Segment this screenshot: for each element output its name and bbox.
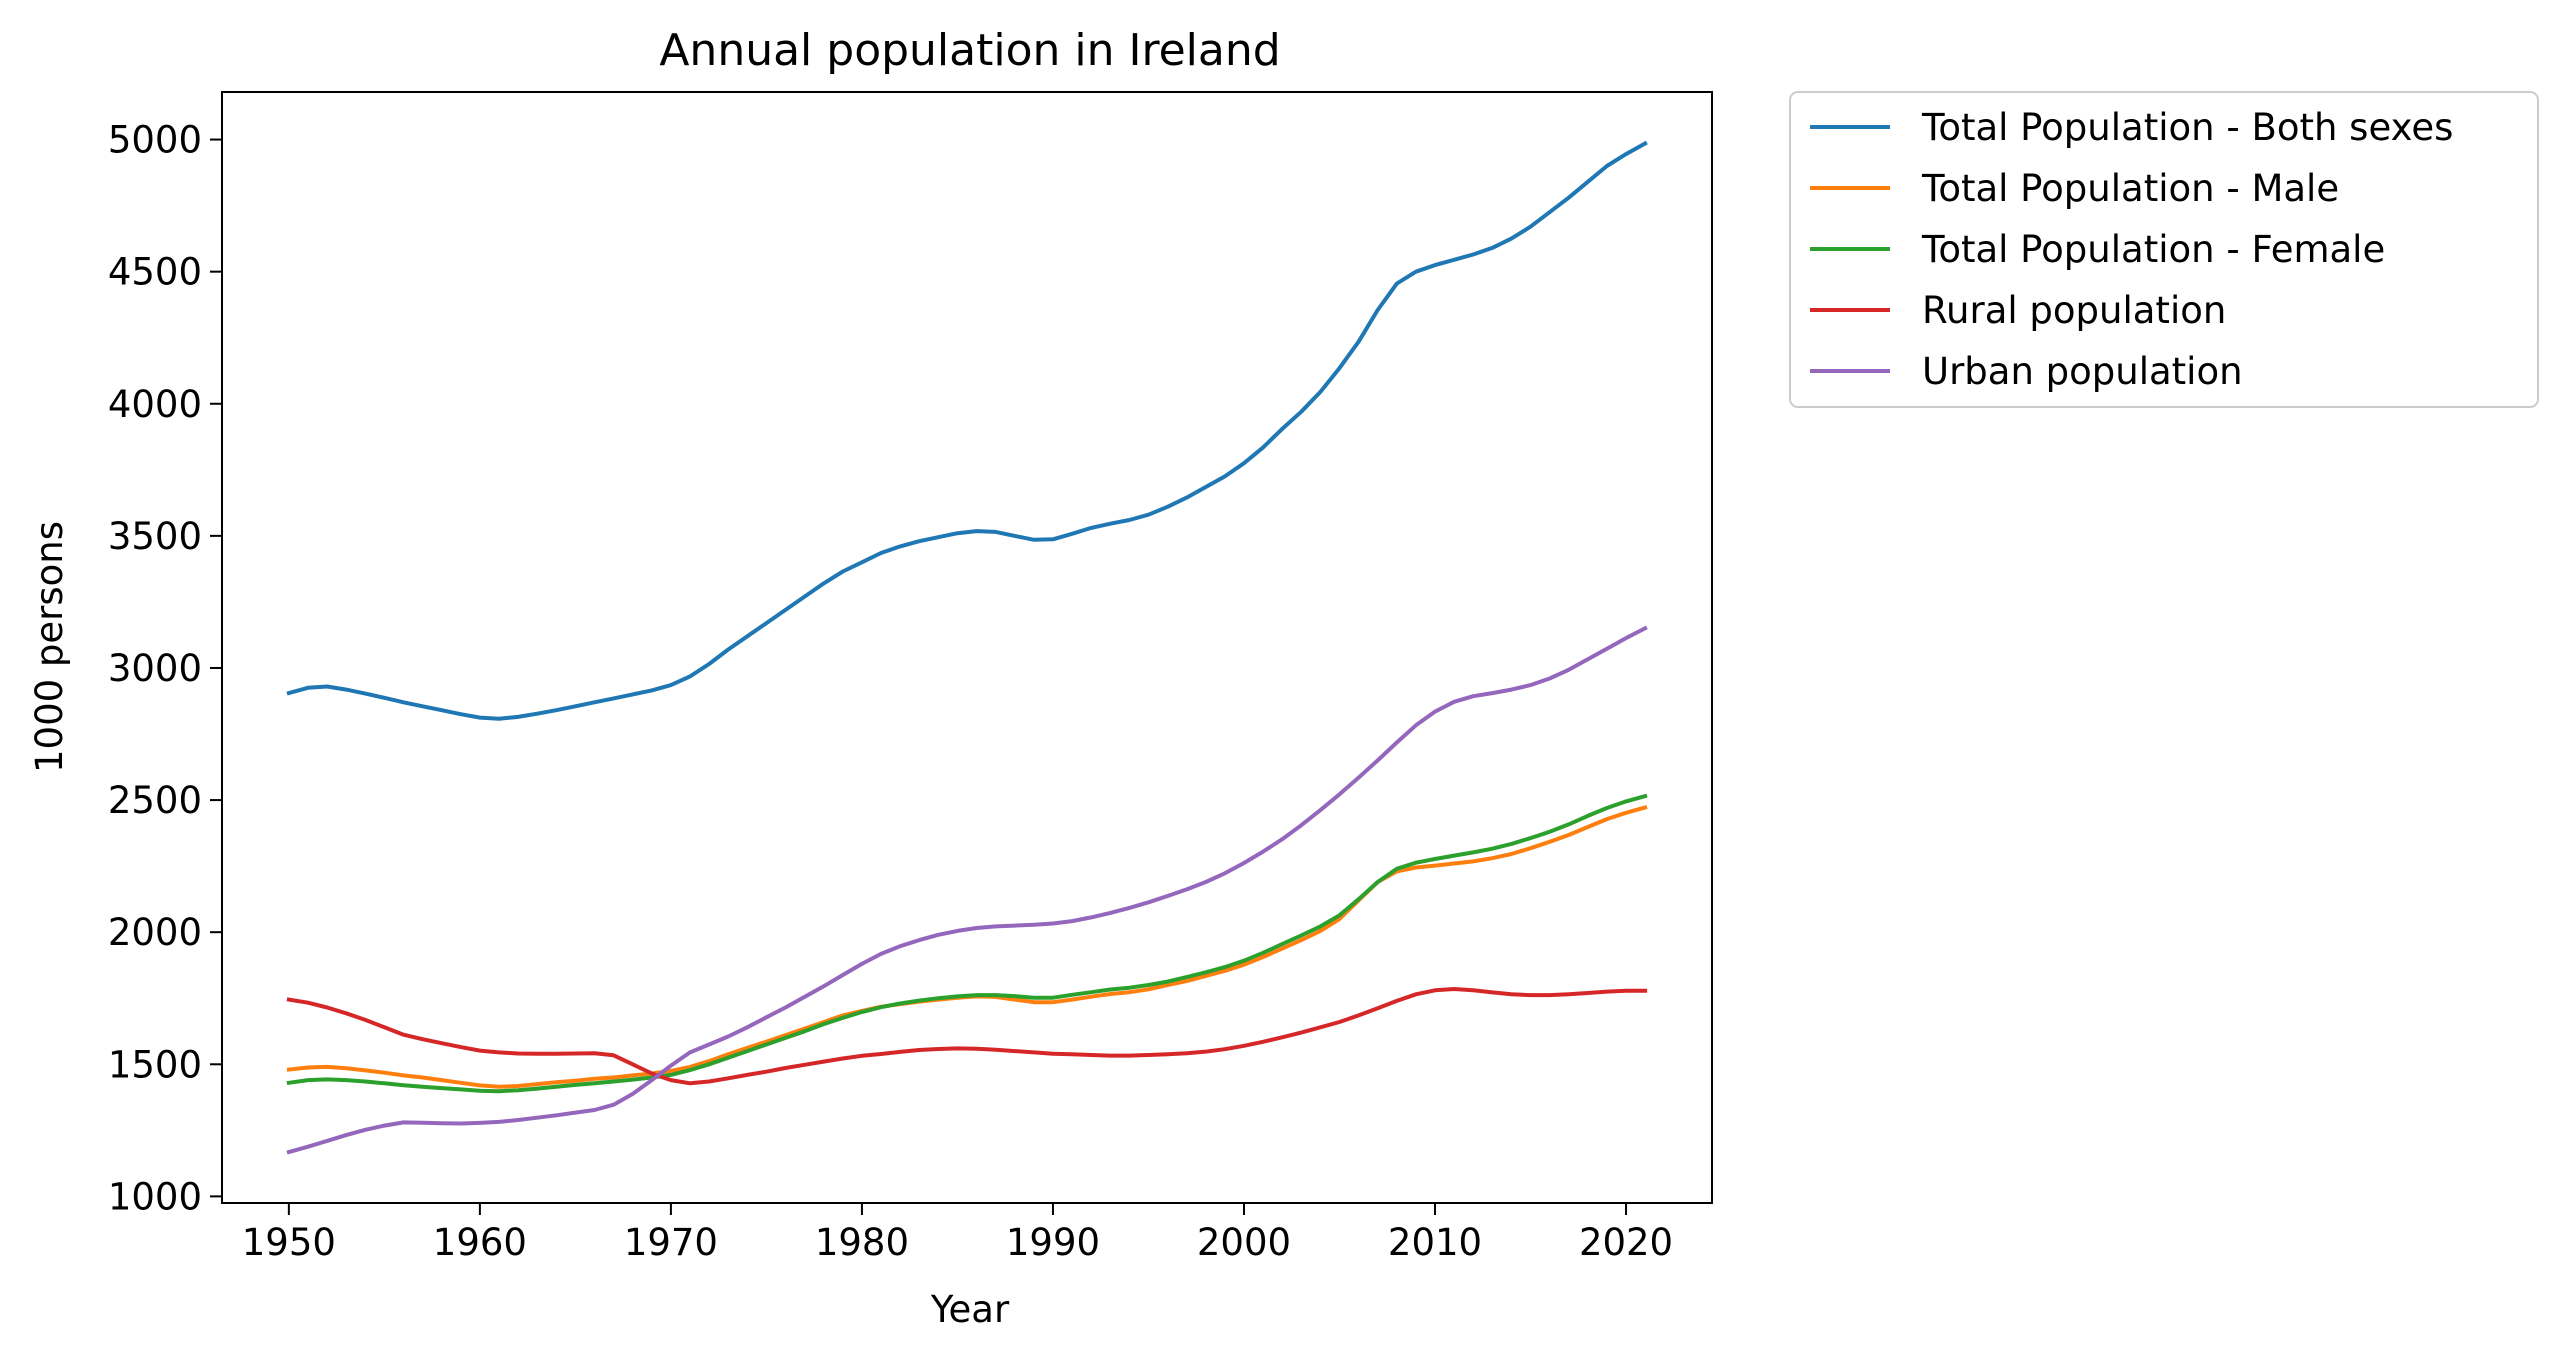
- x-axis-label: Year: [930, 1288, 1010, 1331]
- legend-label: Total Population - Both sexes: [1921, 106, 2453, 149]
- x-tick-label: 1990: [1006, 1221, 1100, 1264]
- y-axis-label: 1000 persons: [28, 521, 71, 773]
- series-layer: [286, 140, 1648, 1155]
- plot-area: [221, 91, 1713, 1204]
- series-line-3: [286, 793, 1648, 1094]
- plot-frame: [221, 91, 1713, 1204]
- legend-label: Total Population - Male: [1921, 167, 2339, 210]
- y-tick-label: 2000: [108, 911, 202, 954]
- x-tick-label: 2010: [1388, 1221, 1482, 1264]
- x-tick-label: 1970: [624, 1221, 718, 1264]
- y-tick-label: 3000: [108, 647, 202, 690]
- legend-label: Urban population: [1922, 350, 2243, 393]
- x-tick-label: 1980: [815, 1221, 909, 1264]
- legend: Total Population - Both sexes Total Popul…: [1789, 91, 2539, 408]
- y-tick-label: 4500: [108, 251, 202, 294]
- y-tick-label: 4000: [108, 383, 202, 426]
- x-axis: 1950 1960 1970 1980 1990 2000 2010 2020: [242, 1203, 1673, 1264]
- legend-label: Total Population - Female: [1921, 228, 2385, 271]
- y-tick-label: 3500: [108, 515, 202, 558]
- y-tick-label: 1000: [108, 1175, 202, 1218]
- y-axis: 1000 1500 2000 2500 3000 3500 4000 4500 5000: [108, 119, 222, 1218]
- y-tick-label: 1500: [108, 1043, 202, 1086]
- y-tick-label: 2500: [108, 779, 202, 822]
- x-tick-label: 2000: [1197, 1221, 1291, 1264]
- x-tick-label: 2020: [1579, 1221, 1673, 1264]
- y-tick-label: 5000: [108, 119, 202, 162]
- chart-title: Annual population in Ireland: [659, 25, 1280, 76]
- x-tick-label: 1950: [242, 1221, 336, 1264]
- legend-frame: [1789, 91, 2539, 408]
- series-line-4: [286, 987, 1648, 1086]
- x-tick-label: 1960: [433, 1221, 527, 1264]
- legend-items: Total Population - Both sexes Total Popul…: [1810, 106, 2453, 393]
- series-line-2: [286, 805, 1648, 1089]
- series-line-5: [286, 625, 1648, 1155]
- legend-label: Rural population: [1922, 289, 2226, 332]
- series-line-1: [286, 140, 1648, 721]
